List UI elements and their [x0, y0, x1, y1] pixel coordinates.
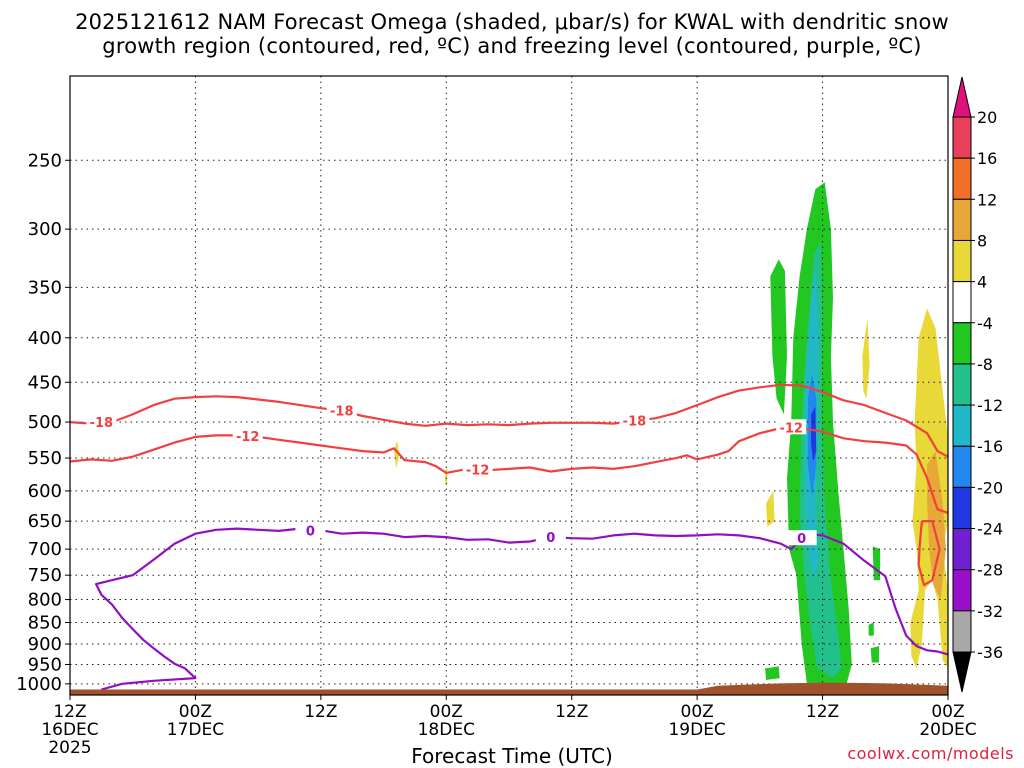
contour-label-bg: [232, 428, 263, 444]
colorbar-label: -12: [977, 396, 1003, 415]
y-tick-label: 300: [28, 219, 62, 240]
colorbar-segment: [952, 569, 972, 612]
y-tick-label: 600: [28, 481, 62, 502]
omega-fill-5: [811, 406, 817, 462]
colorbar-label: 12: [977, 190, 997, 209]
x-tick-label: 12Z: [53, 702, 86, 722]
colorbar-segment: [952, 404, 972, 447]
omega-fill-13: [766, 490, 775, 527]
contour-label-bg: [786, 530, 817, 546]
contour-label-bg: [295, 522, 326, 538]
colorbar-segment: [952, 281, 972, 324]
contour-label: -18: [330, 405, 354, 420]
colorbar-label: -32: [977, 602, 1003, 621]
terrain-fill: [70, 682, 948, 695]
colorbar-label: 16: [977, 149, 997, 168]
credit-text: coolwx.com/models: [847, 744, 1014, 763]
colorbar-label: 20: [977, 108, 997, 127]
plot-frame: [69, 75, 949, 696]
y-tick-label: 950: [28, 654, 62, 675]
y-tick-label: 900: [28, 634, 62, 655]
x-tick-label: 12Z: [806, 702, 839, 722]
y-tick-label: 250: [28, 150, 62, 171]
colorbar-segment: [952, 445, 972, 488]
contour-label: -18: [623, 415, 647, 430]
y-tick-label: 450: [28, 372, 62, 393]
colorbar-bottom-arrow: [952, 651, 972, 693]
x-tick-date: 17DEC: [167, 720, 224, 740]
y-tick-label: 800: [28, 590, 62, 611]
x-axis-label: Forecast Time (UTC): [411, 744, 613, 768]
x-tick-date: 16DEC: [41, 720, 98, 740]
y-tick-label: 350: [28, 277, 62, 298]
colorbar-segment: [952, 486, 972, 530]
omega-fill-8: [868, 622, 874, 636]
y-tick-label: 650: [28, 511, 62, 532]
omega-fill-6: [765, 666, 780, 680]
contour-label-bg: [86, 414, 117, 430]
contour-label: 0: [546, 531, 555, 546]
contour-label-bg: [776, 419, 807, 435]
x-tick-label: 00Z: [179, 702, 212, 722]
contour-label-bg: [462, 461, 493, 477]
x-tick-date: 20DEC: [919, 720, 976, 740]
colorbar-segment: [952, 528, 972, 571]
contour-label-bg: [535, 529, 566, 545]
y-tick-label: 700: [28, 539, 62, 560]
chart-title-line-2: growth region (contoured, red, ºC) and f…: [102, 34, 922, 58]
colorbar-label: -16: [977, 437, 1003, 456]
contour-label: -12: [466, 464, 490, 479]
chart-title-line-1: 2025121612 NAM Forecast Omega (shaded, μ…: [75, 10, 949, 34]
x-tick-year: 2025: [48, 738, 91, 758]
colorbar-label: -24: [977, 520, 1003, 539]
y-tick-label: 500: [28, 412, 62, 433]
colorbar-top-arrow: [952, 76, 972, 118]
contour-label: -12: [236, 430, 260, 445]
contour-label-bg: [326, 402, 357, 418]
colorbar-segment: [952, 157, 972, 200]
contour-label: 0: [306, 524, 315, 539]
y-tick-label: 1000: [16, 674, 62, 695]
colorbar-segment: [952, 116, 972, 159]
x-tick-label: 12Z: [304, 702, 337, 722]
contour-label-bg: [619, 412, 650, 428]
x-tick-label: 00Z: [681, 702, 714, 722]
colorbar-segment: [952, 363, 972, 406]
x-tick-label: 00Z: [931, 702, 964, 722]
contour-2: [917, 520, 941, 587]
colorbar-label: -4: [977, 314, 993, 333]
contour-0: [70, 383, 948, 458]
colorbar-segment: [952, 239, 972, 283]
omega-fill-10: [862, 318, 870, 399]
colorbar-segment: [952, 198, 972, 241]
omega-fill-0: [770, 259, 787, 415]
x-tick-date: 18DEC: [418, 720, 475, 740]
omega-fill-11: [394, 440, 400, 469]
colorbar-label: -20: [977, 478, 1003, 497]
y-tick-label: 400: [28, 328, 62, 349]
y-tick-label: 550: [28, 448, 62, 469]
colorbar-label: -8: [977, 355, 993, 374]
x-tick-date: 19DEC: [668, 720, 725, 740]
y-tick-label: 850: [28, 612, 62, 633]
x-tick-label: 12Z: [555, 702, 588, 722]
omega-fill-9: [870, 646, 879, 663]
y-tick-label: 750: [28, 565, 62, 586]
omega-fill-15: [927, 451, 946, 600]
colorbar-label: 4: [977, 273, 987, 292]
colorbar-segment: [952, 322, 972, 365]
colorbar-label: -36: [977, 643, 1003, 662]
colorbar-label: -28: [977, 561, 1003, 580]
colorbar-label: 8: [977, 231, 987, 250]
contour-label: -12: [779, 421, 803, 436]
omega-fill-12: [445, 468, 448, 485]
contour-label: 0: [797, 532, 806, 547]
colorbar-segment: [952, 610, 972, 653]
contour-label: -18: [90, 416, 114, 431]
x-tick-label: 00Z: [430, 702, 463, 722]
